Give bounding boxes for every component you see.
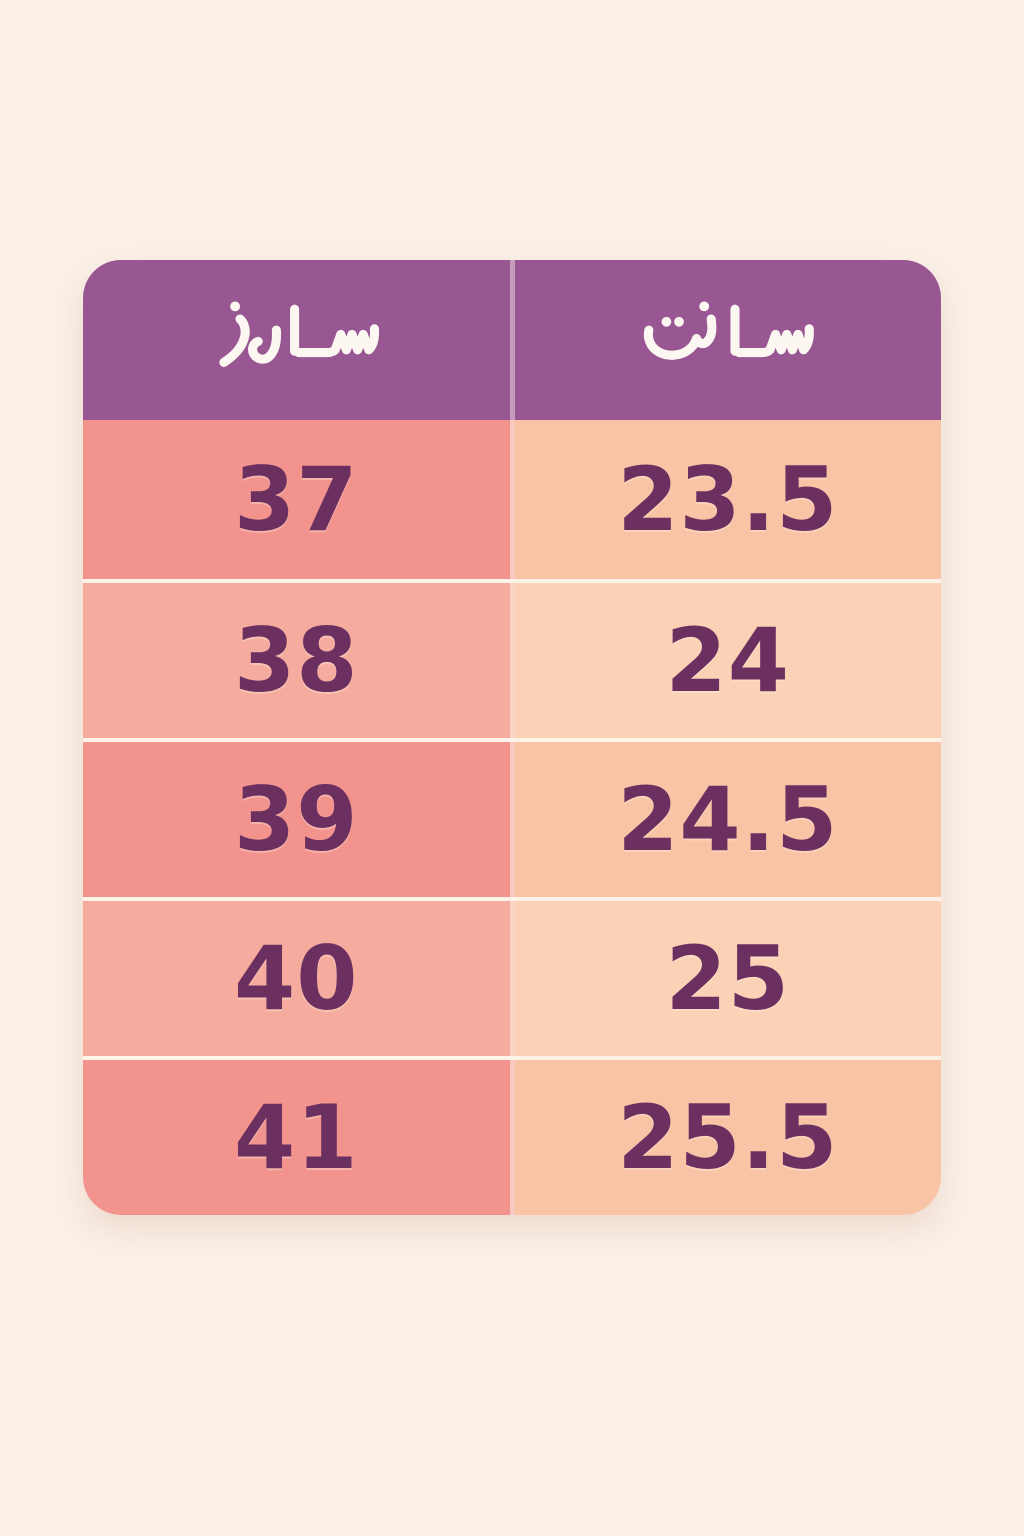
cm-cell: 25 (514, 901, 941, 1056)
size-cell: 41 (83, 1060, 515, 1215)
cm-label-wordmark-icon (643, 301, 814, 360)
table-row: 40 25 (83, 897, 941, 1056)
table-row: 38 24 (83, 579, 941, 738)
cm-value: 25.5 (617, 1085, 839, 1189)
size-chart-table: سایز سانت (83, 260, 941, 1215)
cm-value: 24.5 (617, 767, 839, 871)
size-value: 38 (234, 608, 359, 712)
cm-value: 25 (665, 926, 790, 1030)
size-value: 41 (234, 1085, 359, 1189)
cm-value: 24 (665, 608, 790, 712)
size-value: 39 (234, 767, 359, 871)
table-row: 39 24.5 (83, 738, 941, 897)
cm-cell: 24.5 (514, 742, 941, 897)
cm-cell: 25.5 (514, 1060, 941, 1215)
size-value: 40 (234, 926, 359, 1030)
size-label-wordmark-icon (219, 301, 380, 367)
size-value: 37 (234, 447, 359, 551)
table-row: 37 23.5 (83, 420, 941, 579)
size-cell: 38 (83, 583, 515, 738)
cm-cell: 24 (514, 583, 941, 738)
size-cell: 37 (83, 420, 515, 579)
table-row: 41 25.5 (83, 1056, 941, 1215)
size-cell: 39 (83, 742, 515, 897)
cm-value: 23.5 (617, 447, 839, 551)
cm-cell: 23.5 (514, 420, 941, 579)
table-header-row: سایز سانت (83, 260, 941, 420)
size-cell: 40 (83, 901, 515, 1056)
cm-column-header: سانت (515, 260, 942, 420)
size-column-header: سایز (83, 260, 515, 420)
